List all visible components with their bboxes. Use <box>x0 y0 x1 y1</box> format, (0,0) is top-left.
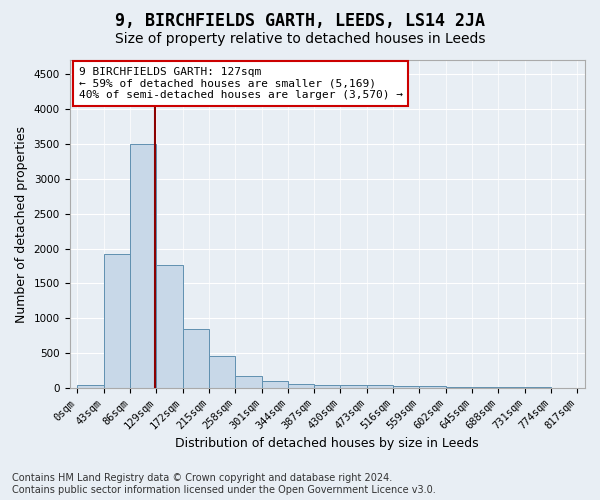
Y-axis label: Number of detached properties: Number of detached properties <box>15 126 28 322</box>
Bar <box>340 386 367 388</box>
Bar <box>446 386 472 388</box>
Bar <box>419 386 446 388</box>
Bar <box>157 266 182 388</box>
Bar <box>498 387 524 388</box>
Bar <box>472 386 498 388</box>
Bar <box>77 384 104 388</box>
Bar <box>235 376 262 388</box>
Bar <box>393 386 419 388</box>
Bar <box>262 381 288 388</box>
Bar <box>367 386 393 388</box>
X-axis label: Distribution of detached houses by size in Leeds: Distribution of detached houses by size … <box>175 437 479 450</box>
Bar <box>288 384 314 388</box>
Text: 9, BIRCHFIELDS GARTH, LEEDS, LS14 2JA: 9, BIRCHFIELDS GARTH, LEEDS, LS14 2JA <box>115 12 485 30</box>
Bar <box>104 254 130 388</box>
Bar <box>209 356 235 388</box>
Bar <box>130 144 157 388</box>
Text: Size of property relative to detached houses in Leeds: Size of property relative to detached ho… <box>115 32 485 46</box>
Bar <box>314 384 340 388</box>
Text: 9 BIRCHFIELDS GARTH: 127sqm
← 59% of detached houses are smaller (5,169)
40% of : 9 BIRCHFIELDS GARTH: 127sqm ← 59% of det… <box>79 67 403 100</box>
Text: Contains HM Land Registry data © Crown copyright and database right 2024.
Contai: Contains HM Land Registry data © Crown c… <box>12 474 436 495</box>
Bar <box>182 330 209 388</box>
